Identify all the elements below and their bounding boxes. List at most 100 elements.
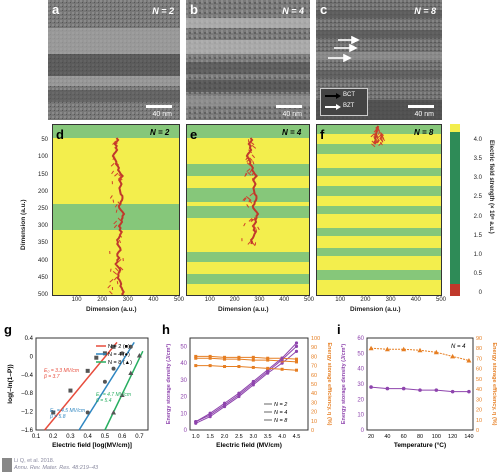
ytick-label-g: 0.4 — [25, 336, 34, 342]
data-point-n2 — [111, 344, 116, 349]
scale-bar-b — [276, 105, 302, 108]
panel-letter-a: a — [52, 2, 60, 17]
xtick-label-i: 60 — [401, 434, 407, 440]
xtick-label-g: 0.2 — [49, 434, 58, 440]
n-label-e: N = 4 — [282, 128, 302, 137]
interface-band — [316, 228, 442, 236]
xtick-label-h: 2.5 — [235, 434, 243, 440]
ytick-label-g: 0 — [30, 354, 34, 360]
ytick-left-i: 20 — [357, 397, 364, 403]
ytick-right-h: 20 — [311, 410, 317, 416]
efficiency-point — [251, 358, 255, 362]
map-frame — [186, 124, 310, 296]
breakdown-branch — [371, 143, 376, 148]
sim-xtick-label-d: 300 — [122, 297, 133, 303]
ytick-right-h: 0 — [311, 428, 314, 434]
density-line-1 — [195, 345, 297, 423]
ytick-right-i: 20 — [476, 408, 482, 414]
ytick-right-h: 60 — [311, 373, 317, 379]
ytick-right-h: 40 — [311, 391, 317, 397]
breakdown-branch — [115, 162, 120, 166]
breakdown-branch — [375, 127, 379, 131]
tem-image-c: c N = 8 BCT BZT 40 nm — [316, 0, 442, 120]
n-label-c: N = 8 — [414, 6, 436, 16]
plot-frame-g — [35, 337, 149, 431]
efficiency-point — [208, 364, 212, 368]
scale-label-b: 40 nm — [282, 111, 302, 118]
ytick-right-i: 50 — [476, 377, 482, 383]
xtick-label-i: 120 — [448, 434, 457, 440]
breakdown-branch — [110, 162, 115, 167]
density-point-i — [467, 389, 471, 394]
breakdown-branch — [255, 228, 258, 232]
sim-xticks-f: 100 200 300 400 500 — [316, 297, 446, 305]
xtick-label-h: 3.5 — [264, 434, 272, 440]
efficiency-point — [266, 356, 270, 360]
sim-ytick-label: 50 — [41, 137, 48, 144]
legend-label-g: N = 8 (▲) — [108, 360, 132, 366]
n-label-i: N = 4 — [451, 344, 466, 350]
sim-xticks-d: 100 200 300 400 500 — [52, 297, 184, 305]
interface-band — [186, 206, 310, 218]
sim-ytick-label: 250 — [37, 206, 48, 212]
breakdown-branch — [117, 259, 122, 263]
chart-i: i N = 4 0 10 20 30 40 50 60 0 10 20 30 40 50 60 70 80 90 20… — [337, 322, 497, 449]
data-point-n2 — [68, 388, 73, 393]
breakdown-branch — [249, 169, 253, 173]
efficiency-point — [237, 357, 241, 361]
sim-xtick-label-d: 200 — [97, 297, 108, 303]
breakdown-branch — [119, 266, 124, 271]
panel-letter-b: b — [190, 2, 198, 17]
sim-ytick-label: 200 — [37, 188, 48, 195]
sim-xlabel-d: Dimension (a.u.) — [86, 306, 137, 313]
panel-letter-h: h — [162, 322, 170, 337]
simulation-map-d — [52, 124, 180, 296]
sim-xtick-label-f: 400 — [410, 297, 421, 303]
data-point-n4 — [85, 410, 90, 415]
breakdown-branch — [117, 201, 121, 205]
interface-band — [186, 274, 310, 284]
breakdown-path — [111, 137, 126, 296]
tem-image-b: b N = 4 40 nm — [186, 0, 310, 120]
breakdown-branch — [248, 217, 253, 222]
breakdown-branch — [118, 174, 123, 178]
breakdown-branch — [249, 157, 253, 162]
data-point-n2 — [94, 355, 99, 360]
breakdown-branch — [249, 143, 251, 147]
xtick-label-h: 2.0 — [221, 434, 229, 440]
breakdown-branch — [109, 290, 113, 295]
colorbar — [450, 124, 460, 296]
sim-yticks: 50 100 150 200 250 300 350 400 450 500 — [28, 124, 50, 299]
efficiency-point — [280, 367, 284, 371]
xtick-label-h: 4.5 — [293, 434, 301, 440]
scale-bar-a — [146, 105, 172, 108]
efficiency-point-i — [433, 349, 439, 355]
density-point — [251, 379, 255, 384]
breakdown-branch — [115, 267, 119, 272]
legend-label-h: N = 2 — [274, 402, 287, 408]
breakdown-branch — [251, 171, 255, 176]
citation-line-2: Annu. Rev. Mater. Res. 48:219–43 — [14, 465, 99, 471]
breakdown-branch — [248, 149, 253, 154]
breakdown-branch — [109, 278, 114, 283]
sim-ytick-label: 500 — [37, 292, 48, 298]
fit-line-2 — [104, 350, 144, 431]
colorbar-tick-label: 3.5 — [473, 156, 482, 163]
breakdown-branch — [246, 168, 251, 172]
breakdown-branch — [249, 192, 255, 197]
interface-band — [52, 124, 180, 138]
data-point-n8 — [128, 370, 134, 376]
simulation-map-e — [186, 124, 310, 296]
breakdown-branch — [112, 156, 116, 160]
annotation-g: E₀ = 4.5 MV/cm — [50, 408, 85, 414]
density-point-i — [434, 388, 439, 392]
efficiency-line-1 — [195, 355, 297, 360]
xtick-label-i: 40 — [384, 434, 390, 440]
breakdown-branch — [249, 141, 255, 146]
chart-g: g 0.4 0 –0.4 –0.8 –1.2 –1.60.1 0.2 0.3 0.4 0.5 0.6 0… — [4, 322, 149, 449]
breakdown-branch — [119, 177, 122, 181]
panel-letter-f: f — [320, 127, 325, 142]
breakdown-branch — [379, 141, 383, 146]
data-point-n4 — [120, 351, 125, 356]
data-point-n8 — [111, 409, 117, 415]
